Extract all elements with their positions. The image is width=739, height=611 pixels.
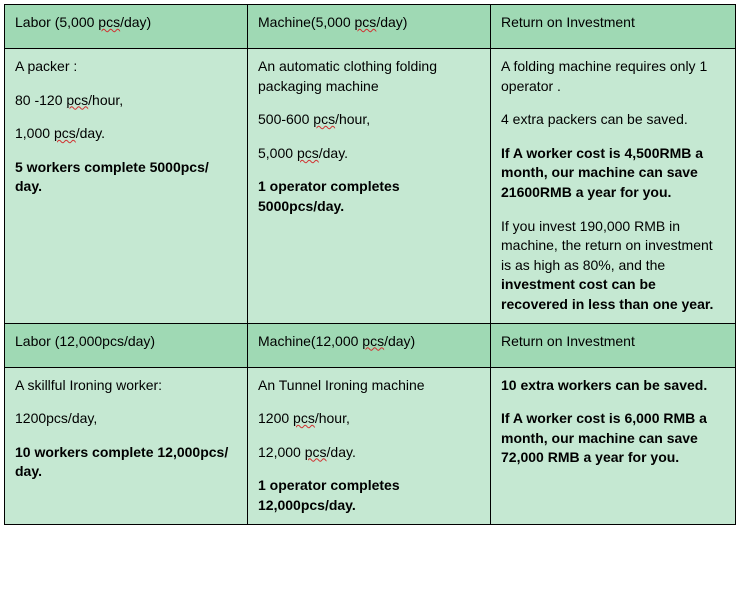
- squiggle-text: pcs: [66, 92, 88, 108]
- text: 80 -120: [15, 92, 66, 108]
- text: /hour,: [88, 92, 123, 108]
- section1-header-row: Labor (5,000 pcs/day) Machine(5,000 pcs/…: [5, 5, 736, 49]
- para-bold: 1 operator completes 5000pcs/day.: [258, 177, 480, 216]
- para: 5,000 pcs/day.: [258, 144, 480, 164]
- text: 1200: [258, 410, 293, 426]
- text: 5,000: [258, 145, 297, 161]
- squiggle-text: pcs: [313, 111, 335, 127]
- s1-h-labor: Labor (5,000 pcs/day): [5, 5, 248, 49]
- s1-h-machine: Machine(5,000 pcs/day): [248, 5, 491, 49]
- squiggle-text: pcs: [355, 14, 377, 30]
- para-bold: 10 extra workers can be saved.: [501, 376, 725, 396]
- para-bold: If A worker cost is 6,000 RMB a month, o…: [501, 409, 725, 468]
- text: 12,000: [258, 444, 305, 460]
- s1-labor-cell: A packer : 80 -120 pcs/hour, 1,000 pcs/d…: [5, 49, 248, 324]
- para: A folding machine requires only 1 operat…: [501, 57, 725, 96]
- squiggle-text: pcs: [362, 333, 384, 349]
- text: Return on Investment: [501, 14, 635, 30]
- para: 1200 pcs/hour,: [258, 409, 480, 429]
- section2-header-row: Labor (12,000pcs/day) Machine(12,000 pcs…: [5, 323, 736, 367]
- s1-h-roi: Return on Investment: [491, 5, 736, 49]
- text: Labor (12,000pcs/day): [15, 333, 155, 349]
- para: 1,000 pcs/day.: [15, 124, 237, 144]
- text: 1,000: [15, 125, 54, 141]
- text-bold: investment cost can be recovered in less…: [501, 276, 713, 312]
- text: /day): [384, 333, 415, 349]
- para-bold: 10 workers complete 12,000pcs/ day.: [15, 443, 237, 482]
- para: An Tunnel Ironing machine: [258, 376, 480, 396]
- text: Return on Investment: [501, 333, 635, 349]
- text: /day.: [319, 145, 348, 161]
- s2-h-roi: Return on Investment: [491, 323, 736, 367]
- para: 1200pcs/day,: [15, 409, 237, 429]
- squiggle-text: pcs: [305, 444, 327, 460]
- text: /hour,: [335, 111, 370, 127]
- squiggle-text: pcs: [297, 145, 319, 161]
- para-bold: 1 operator completes 12,000pcs/day.: [258, 476, 480, 515]
- text: 500-600: [258, 111, 313, 127]
- para: A skillful Ironing worker:: [15, 376, 237, 396]
- section1-body-row: A packer : 80 -120 pcs/hour, 1,000 pcs/d…: [5, 49, 736, 324]
- para-bold: 5 workers complete 5000pcs/ day.: [15, 158, 237, 197]
- para: A packer :: [15, 57, 237, 77]
- text: /day.: [76, 125, 105, 141]
- s2-labor-cell: A skillful Ironing worker: 1200pcs/day, …: [5, 367, 248, 524]
- para: 4 extra packers can be saved.: [501, 110, 725, 130]
- squiggle-text: pcs: [98, 14, 120, 30]
- comparison-table: Labor (5,000 pcs/day) Machine(5,000 pcs/…: [4, 4, 736, 525]
- para: An automatic clothing folding packaging …: [258, 57, 480, 96]
- text: /day): [376, 14, 407, 30]
- s2-h-machine: Machine(12,000 pcs/day): [248, 323, 491, 367]
- text: /day): [120, 14, 151, 30]
- text: /hour,: [315, 410, 350, 426]
- para: 80 -120 pcs/hour,: [15, 91, 237, 111]
- para: 500-600 pcs/hour,: [258, 110, 480, 130]
- s2-h-labor: Labor (12,000pcs/day): [5, 323, 248, 367]
- s2-roi-cell: 10 extra workers can be saved. If A work…: [491, 367, 736, 524]
- para: 12,000 pcs/day.: [258, 443, 480, 463]
- s2-machine-cell: An Tunnel Ironing machine 1200 pcs/hour,…: [248, 367, 491, 524]
- text: If you invest 190,000 RMB in machine, th…: [501, 218, 713, 273]
- text: /day.: [327, 444, 356, 460]
- text: Machine(12,000: [258, 333, 362, 349]
- squiggle-text: pcs: [293, 410, 315, 426]
- section2-body-row: A skillful Ironing worker: 1200pcs/day, …: [5, 367, 736, 524]
- text: Machine(5,000: [258, 14, 355, 30]
- para-bold: If A worker cost is 4,500RMB a month, ou…: [501, 144, 725, 203]
- squiggle-text: pcs: [54, 125, 76, 141]
- para: If you invest 190,000 RMB in machine, th…: [501, 217, 725, 315]
- s1-roi-cell: A folding machine requires only 1 operat…: [491, 49, 736, 324]
- text: Labor (5,000: [15, 14, 98, 30]
- s1-machine-cell: An automatic clothing folding packaging …: [248, 49, 491, 324]
